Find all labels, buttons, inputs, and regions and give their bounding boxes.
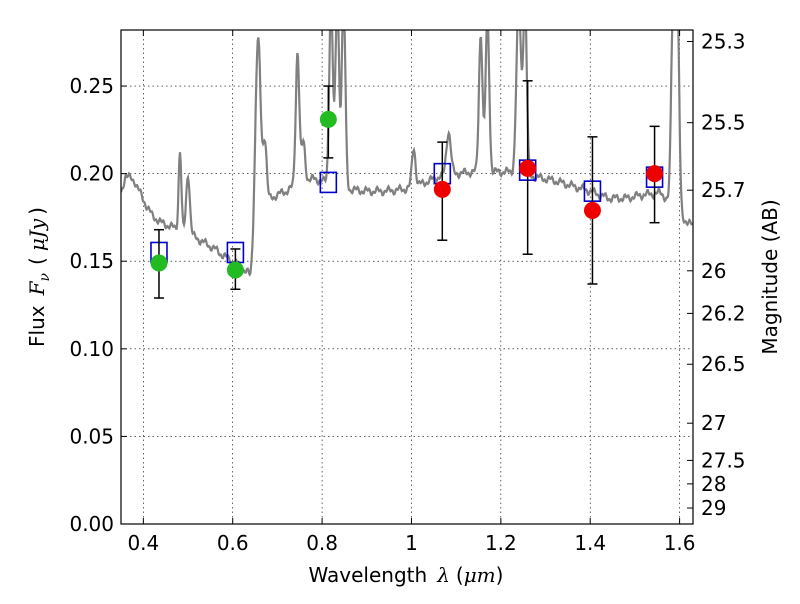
observed-point — [646, 165, 664, 183]
y2-tick-label: 26 — [701, 259, 726, 283]
observed-point — [150, 254, 168, 272]
observed-point — [226, 261, 244, 279]
x-tick-label: 1 — [405, 531, 418, 555]
x-tick-label: 1.2 — [485, 531, 517, 555]
y-tick-label: 0.20 — [69, 162, 114, 186]
observed-point — [433, 180, 451, 198]
x-axis-label: Wavelength λ (μm) — [309, 563, 504, 587]
y2-tick-label: 25.3 — [701, 30, 746, 54]
x-tick-label: 0.6 — [217, 531, 249, 555]
y2-tick-label: 29 — [701, 496, 726, 520]
data-layer — [121, 30, 693, 299]
y2-tick-label: 27 — [701, 411, 726, 435]
axes: 0.4 0.6 0.8 1 1.2 1.4 1.6 0.00 0.05 0.10 0.15 0.20 0… — [69, 30, 745, 555]
model-photometry-square — [319, 171, 338, 194]
y2-tick-label: 26.2 — [701, 301, 746, 325]
y2-tick-label: 28 — [701, 472, 726, 496]
x-tick-label: 1.4 — [574, 531, 606, 555]
y-tick-label: 0.00 — [69, 512, 114, 536]
plot-area — [121, 30, 693, 524]
y-tick-label: 0.10 — [69, 337, 114, 361]
y2-tick-label: 27.5 — [701, 448, 746, 472]
model-spectrum — [121, 30, 693, 277]
observed-point — [519, 159, 537, 177]
y2-tick-label: 26.5 — [701, 352, 746, 376]
observed-point — [319, 110, 337, 128]
observed-point — [583, 201, 601, 219]
y2-tick-label: 25.5 — [701, 111, 746, 135]
y2-axis-label: Magnitude (AB) — [758, 199, 782, 354]
x-tick-label: 0.4 — [127, 531, 159, 555]
y2-tick-label: 25.7 — [701, 178, 746, 202]
x-tick-label: 0.8 — [306, 531, 338, 555]
y-tick-label: 0.15 — [69, 249, 114, 273]
y-axis-label: FluxFν(μJy) — [25, 207, 53, 347]
y-tick-label: 0.25 — [69, 74, 114, 98]
plot-frame — [120, 29, 694, 525]
x-tick-label: 1.6 — [664, 531, 696, 555]
y-tick-label: 0.05 — [69, 424, 114, 448]
